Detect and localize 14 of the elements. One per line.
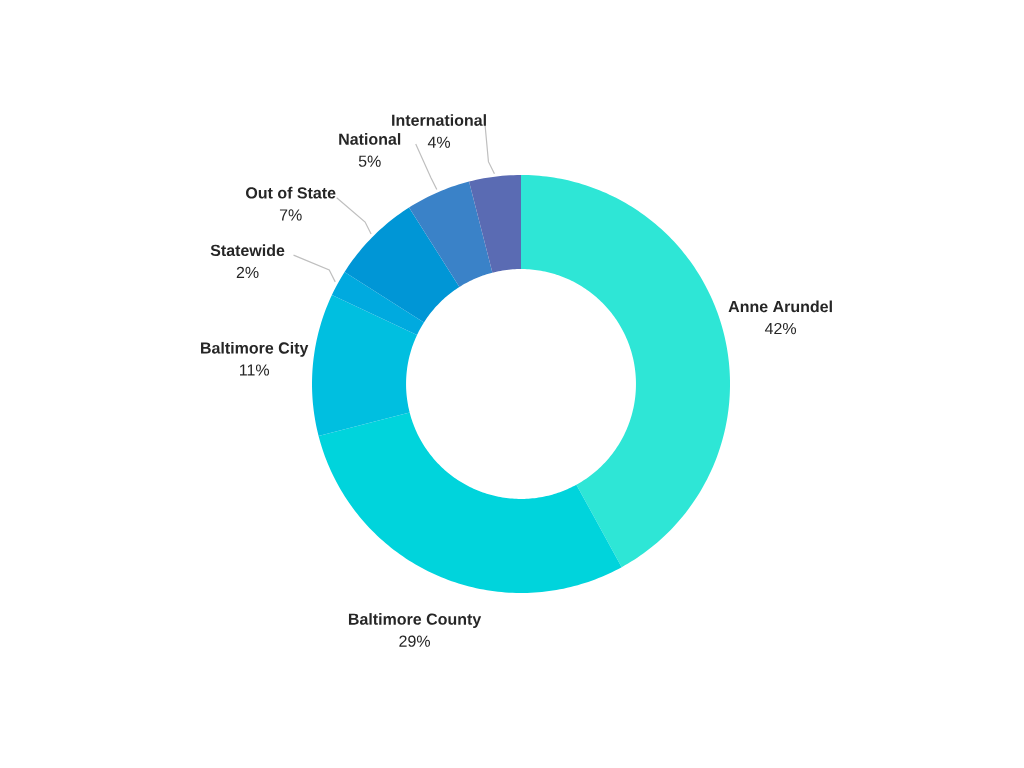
- data-label: 4%: [427, 136, 451, 148]
- slice-label: Baltimore City: [201, 341, 309, 357]
- slice-label: National: [339, 133, 401, 145]
- data-label: 5%: [358, 155, 381, 167]
- slice-label: International: [392, 114, 486, 126]
- slice-label: Out of State: [246, 186, 336, 199]
- data-label: 11%: [240, 364, 270, 376]
- data-label: 42%: [764, 322, 797, 335]
- slice-label: Anne Arundel: [728, 300, 832, 313]
- data-label: 29%: [399, 635, 431, 647]
- data-label: 7%: [279, 209, 302, 221]
- slice-label: Baltimore County: [348, 613, 482, 628]
- slice-label: Statewide: [210, 244, 285, 257]
- data-label: 2%: [236, 266, 259, 278]
